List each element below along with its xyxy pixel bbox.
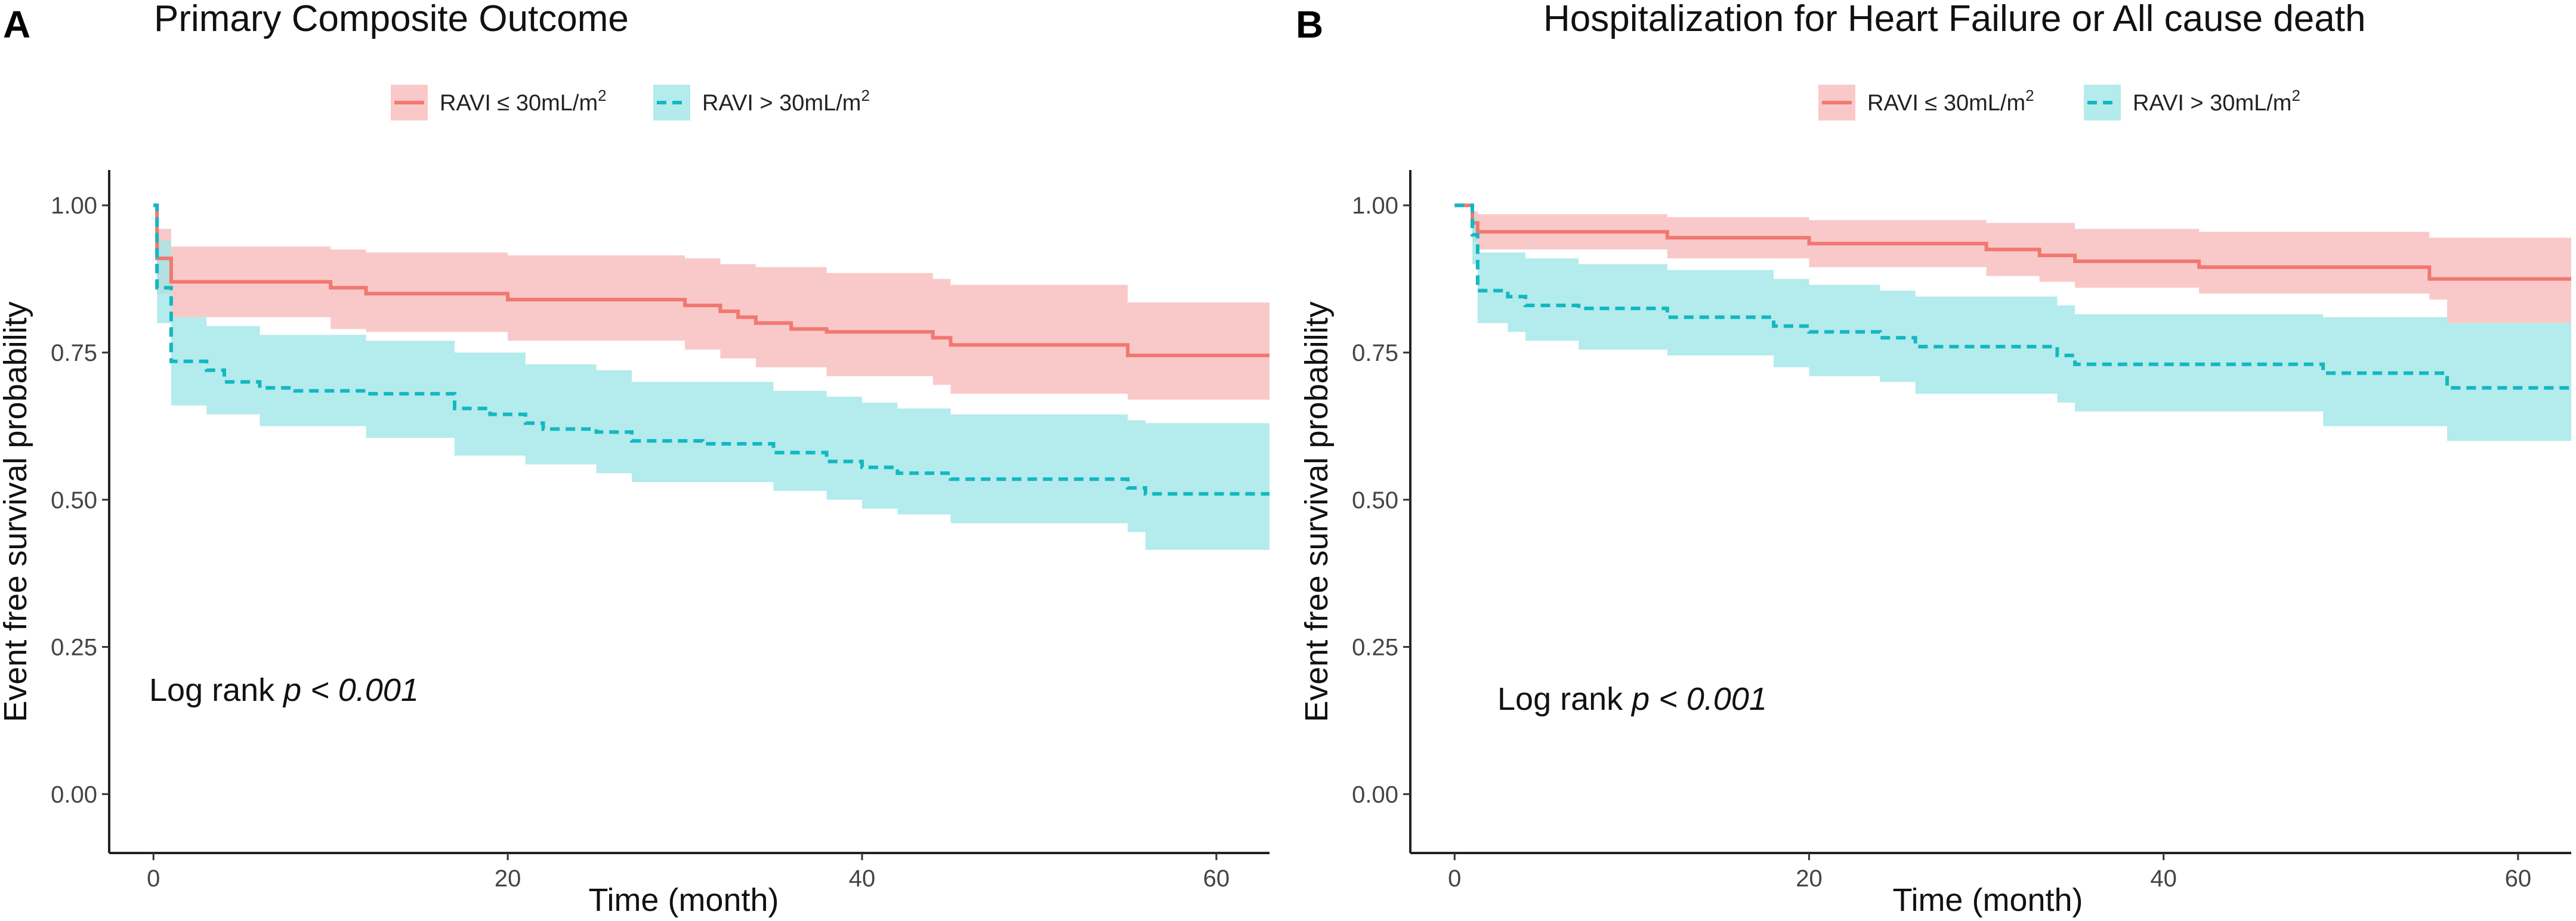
ci-band-series-2: [153, 205, 1270, 550]
x-tick-label: 0: [147, 866, 160, 892]
panel-b-x-axis-title: Time (month): [1892, 882, 2083, 918]
x-tick-label: 60: [1203, 866, 1230, 892]
x-tick-label: 40: [849, 866, 876, 892]
panel-letter-b: B: [1296, 3, 1323, 46]
ci-band-series-1: [153, 205, 1270, 400]
panel-a-title: Primary Composite Outcome: [154, 0, 629, 39]
legend-label-text: RAVI > 30mL/m: [702, 91, 861, 116]
survival-line-series-1: [1454, 203, 2571, 281]
y-tick-label: 1.00: [51, 193, 97, 219]
logrank-pvalue: p < 0.001: [282, 672, 419, 708]
legend-label: RAVI > 30mL/m2: [702, 86, 870, 116]
legend-label-text: RAVI ≤ 30mL/m: [1867, 91, 2025, 116]
y-tick-label: 0.50: [1352, 487, 1398, 514]
panel-b-y-axis-title: Event free survival probability: [1299, 301, 1335, 722]
survival-line-series-2: [153, 203, 1270, 496]
x-tick-label: 40: [2150, 866, 2177, 892]
legend-label-superscript: 2: [2025, 86, 2034, 104]
legend-label: RAVI ≤ 30mL/m2: [440, 86, 607, 116]
panel-b-logrank-annotation: Log rank p < 0.001: [1497, 681, 1767, 717]
x-tick-label: 0: [1448, 866, 1461, 892]
panel-a-plot-area: 0.00 0.25 0.50 0.75 1.00 0 20 40 60: [51, 170, 1270, 892]
panel-a: A Primary Composite Outcome RAVI ≤ 30mL/…: [0, 0, 1270, 918]
survival-line-series-1: [153, 203, 1270, 357]
y-tick-label: 1.00: [1352, 193, 1398, 219]
ci-band-series-2: [1454, 205, 2571, 441]
panel-a-y-axis-title: Event free survival probability: [0, 301, 33, 722]
y-tick-label: 0.25: [51, 635, 97, 661]
legend-label-superscript: 2: [598, 86, 606, 104]
y-tick-label: 0.00: [1352, 781, 1398, 808]
legend-label-text: RAVI > 30mL/m: [2133, 91, 2291, 116]
legend-label: RAVI > 30mL/m2: [2133, 86, 2300, 116]
legend-label-text: RAVI ≤ 30mL/m: [440, 91, 598, 116]
y-tick-label: 0.75: [1352, 340, 1398, 366]
panel-b-legend: RAVI ≤ 30mL/m2 RAVI > 30mL/m2: [1818, 85, 2300, 120]
y-tick-label: 0.50: [51, 487, 97, 514]
survival-line-series-2: [1454, 203, 2571, 390]
panel-a-logrank-annotation: Log rank p < 0.001: [149, 672, 419, 708]
legend-label: RAVI ≤ 30mL/m2: [1867, 86, 2034, 116]
legend-label-superscript: 2: [861, 86, 869, 104]
x-tick-label: 60: [2505, 866, 2532, 892]
y-tick-label: 0.00: [51, 781, 97, 808]
ci-band-series-1: [1454, 205, 2571, 323]
logrank-prefix: Log rank: [149, 672, 283, 708]
panel-a-x-axis-title: Time (month): [588, 882, 779, 918]
x-tick-label: 20: [495, 866, 521, 892]
x-tick-label: 20: [1796, 866, 1823, 892]
panel-letter-a: A: [3, 3, 30, 46]
panel-b: B Hospitalization for Heart Failure or A…: [1296, 0, 2571, 918]
legend-label-superscript: 2: [2291, 86, 2300, 104]
y-tick-label: 0.75: [51, 340, 97, 366]
panel-a-legend: RAVI ≤ 30mL/m2 RAVI > 30mL/m2: [391, 85, 870, 120]
logrank-pvalue: p < 0.001: [1630, 681, 1767, 717]
panel-b-title: Hospitalization for Heart Failure or All…: [1543, 0, 2365, 39]
y-tick-label: 0.25: [1352, 635, 1398, 661]
panel-b-plot-area: 0.00 0.25 0.50 0.75 1.00 0 20 40 60: [1352, 170, 2571, 892]
logrank-prefix: Log rank: [1497, 681, 1632, 717]
